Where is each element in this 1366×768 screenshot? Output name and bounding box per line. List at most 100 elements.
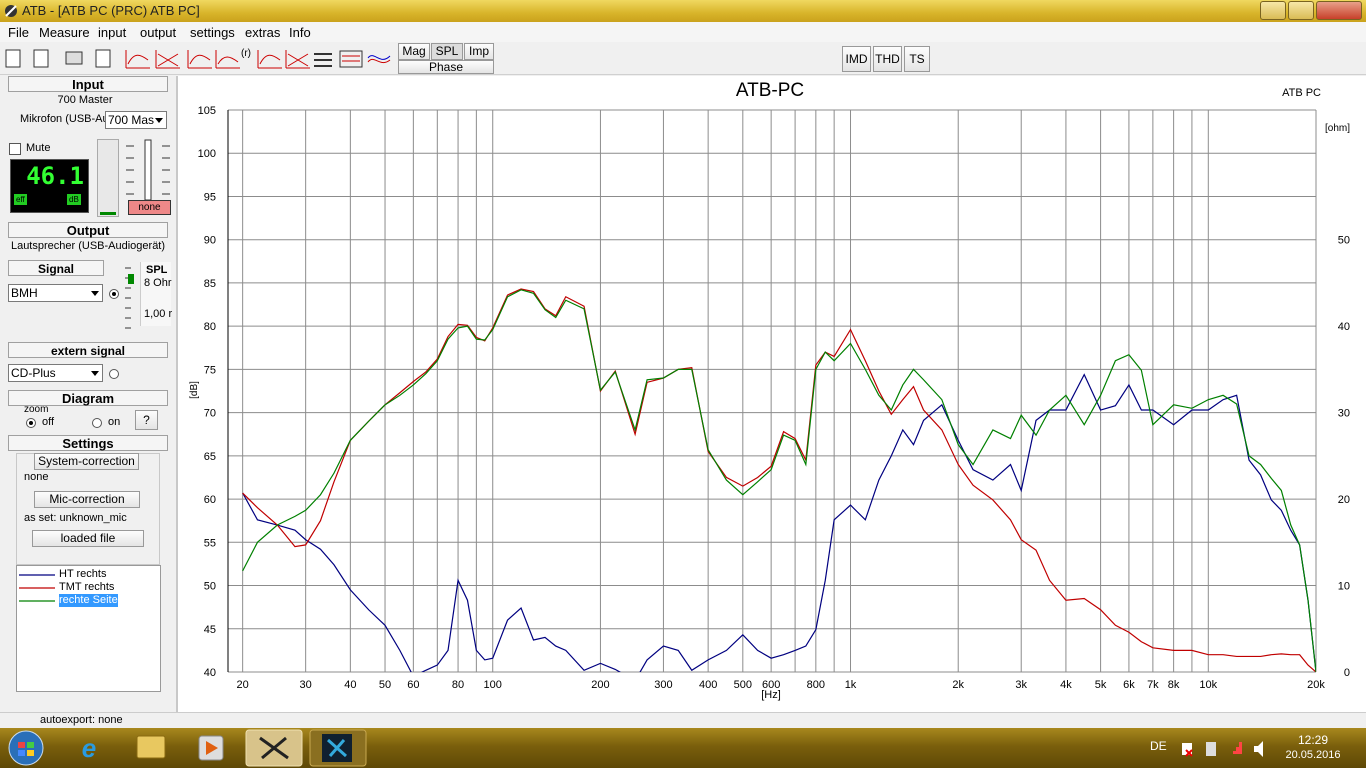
- loaded-file-button[interactable]: loaded file: [32, 530, 144, 547]
- mic-label: Mikrofon (USB-Au: [20, 113, 105, 125]
- x-tick-label: 4k: [1060, 679, 1072, 691]
- mode-button[interactable]: SPL: [431, 43, 463, 60]
- y-tick-label: 60: [204, 494, 216, 506]
- zoom-on-radio[interactable]: [92, 418, 102, 428]
- section-heading: extern signal: [8, 342, 168, 358]
- menu-item[interactable]: output: [140, 25, 177, 40]
- control-panel: Input 700 Master Mikrofon (USB-Au 700 Ma…: [0, 76, 178, 712]
- y-tick-label: 95: [204, 191, 216, 203]
- mic-select[interactable]: 700 Mas: [105, 111, 167, 129]
- window-title: ATB - [ATB PC (PRC) ATB PC]: [22, 3, 200, 18]
- system-correction-value: none: [24, 471, 49, 483]
- y-tick-label: 100: [198, 148, 216, 160]
- mode-button[interactable]: Imp: [464, 43, 494, 60]
- x-tick-label: 1k: [845, 679, 857, 691]
- tray-icons: [1182, 741, 1263, 757]
- device-label: 700 Master: [57, 94, 113, 106]
- y-tick-label: 105: [198, 105, 216, 117]
- close-button[interactable]: [1316, 1, 1362, 20]
- menu-item[interactable]: extras: [245, 25, 281, 40]
- menu-item[interactable]: settings: [190, 25, 235, 40]
- x-tick-label: 600: [762, 679, 780, 691]
- y2-tick-label: 40: [1338, 321, 1350, 333]
- minimize-button[interactable]: [1260, 1, 1286, 20]
- thd-button[interactable]: THD: [873, 46, 902, 72]
- x-tick-label: 20: [237, 679, 249, 691]
- section-heading: Input: [8, 76, 168, 92]
- x-tick-label: 20k: [1307, 679, 1325, 691]
- section-heading: Diagram: [8, 390, 168, 406]
- level-select[interactable]: none: [128, 200, 171, 215]
- extern-radio[interactable]: [109, 369, 119, 379]
- series-line: [242, 373, 1316, 672]
- app-icon: [5, 5, 17, 17]
- y-tick-label: 55: [204, 537, 216, 549]
- x-tick-label: 200: [591, 679, 609, 691]
- y-axis-label: [dB]: [189, 381, 200, 399]
- mode-button[interactable]: Mag: [398, 43, 430, 60]
- y-tick-label: 40: [204, 667, 216, 679]
- maximize-button[interactable]: [1288, 1, 1314, 20]
- clock-date[interactable]: 20.05.2016: [1285, 749, 1341, 761]
- chart-title: ATB-PC: [736, 80, 804, 101]
- level-meter: [97, 139, 119, 217]
- mute-checkbox[interactable]: [9, 143, 21, 155]
- legend-label: TMT rechts: [59, 581, 115, 593]
- svg-text:e: e: [82, 733, 96, 763]
- level-unit: dB: [67, 194, 81, 205]
- x-tick-label: 5k: [1095, 679, 1107, 691]
- zoom-label: zoom: [24, 404, 49, 415]
- y-tick-label: 65: [204, 451, 216, 463]
- language-indicator[interactable]: DE: [1150, 739, 1167, 753]
- x-tick-label: 500: [734, 679, 752, 691]
- menu-item[interactable]: Measure: [39, 25, 90, 40]
- system-correction-button[interactable]: System-correction: [34, 453, 139, 470]
- taskbar: e DE 12:29 20.05.2016: [0, 728, 1366, 768]
- section-heading: Signal: [8, 260, 104, 276]
- status-text: autoexport: none: [40, 714, 123, 726]
- signal-radio[interactable]: [109, 289, 119, 299]
- zoom-off-radio[interactable]: [26, 418, 36, 428]
- mic-correction-value: as set: unknown_mic: [24, 512, 127, 524]
- legend: HT rechts TMT rechts rechte Seite: [16, 565, 161, 692]
- x-tick-label: 8k: [1168, 679, 1180, 691]
- section-heading: Settings: [8, 435, 168, 451]
- y2-tick-label: 10: [1338, 581, 1350, 593]
- toolbar-label: (r): [241, 48, 251, 59]
- y2-axis-label: [ohm]: [1325, 123, 1350, 134]
- menu-item[interactable]: input: [98, 25, 127, 40]
- y2-tick-label: 30: [1338, 408, 1350, 420]
- x-tick-label: 30: [300, 679, 312, 691]
- legend-label: HT rechts: [59, 568, 107, 580]
- menu-item[interactable]: Info: [289, 25, 311, 40]
- imd-button[interactable]: IMD: [842, 46, 871, 72]
- extern-select[interactable]: CD-Plus: [8, 364, 103, 382]
- x-tick-label: 7k: [1147, 679, 1159, 691]
- x-tick-label: 300: [654, 679, 672, 691]
- legend-swatch: [19, 574, 55, 576]
- x-tick-label: 60: [407, 679, 419, 691]
- x-tick-label: 10k: [1199, 679, 1217, 691]
- y2-tick-label: 0: [1344, 667, 1350, 679]
- taskbar-icons: e: [8, 729, 367, 767]
- mic-correction-button[interactable]: Mic-correction: [34, 491, 140, 508]
- chart-corner-label: ATB PC: [1282, 87, 1321, 99]
- spl-scale: [125, 267, 134, 329]
- y-tick-label: 75: [204, 364, 216, 376]
- help-button[interactable]: ?: [135, 410, 158, 430]
- x-tick-label: 6k: [1123, 679, 1135, 691]
- ts-button[interactable]: TS: [904, 46, 930, 72]
- y-tick-label: 90: [204, 235, 216, 247]
- menu-bar: File Measure input output settings extra…: [0, 22, 1366, 42]
- section-heading: Output: [8, 222, 168, 238]
- x-axis-label: [Hz]: [761, 689, 781, 701]
- title-bar: ATB - [ATB PC (PRC) ATB PC]: [0, 0, 1366, 22]
- phase-button[interactable]: Phase: [398, 60, 494, 74]
- series-line: [242, 288, 1316, 672]
- y-tick-label: 50: [204, 581, 216, 593]
- x-tick-label: 80: [452, 679, 464, 691]
- clock-time[interactable]: 12:29: [1297, 733, 1329, 747]
- menu-item[interactable]: File: [8, 25, 29, 40]
- signal-select[interactable]: BMH: [8, 284, 103, 302]
